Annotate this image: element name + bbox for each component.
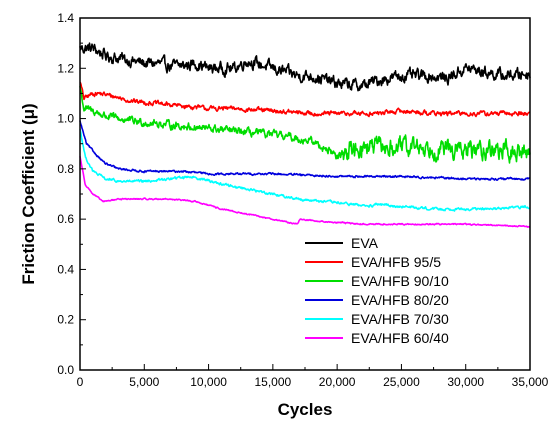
series-line-2	[79, 85, 531, 164]
plot-frame	[79, 17, 531, 371]
y-tick-label: 0.6	[57, 212, 74, 226]
legend-label: EVA/HFB 60/40	[351, 330, 449, 346]
x-tick-label: 5,000	[129, 375, 159, 389]
x-tick-label: 20,000	[319, 375, 356, 389]
legend-label: EVA/HFB 80/20	[351, 292, 449, 308]
ticks-layer: 0 5,000 10,000 15,000 20,000 25,000 30,000 35,0…	[57, 11, 548, 389]
series-line-5	[79, 156, 531, 228]
x-tick-label: 15,000	[255, 375, 292, 389]
series-line-3	[79, 120, 531, 181]
x-tick-label: 10,000	[190, 375, 227, 389]
x-axis-title: Cycles	[278, 400, 333, 419]
series-line-4	[79, 129, 531, 212]
series-line-0	[79, 42, 531, 92]
series-line-1	[79, 81, 531, 118]
legend: EVA EVA/HFB 95/5 EVA/HFB 90/10 EVA/HFB 80/2…	[305, 235, 449, 346]
x-tick-label: 25,000	[383, 375, 420, 389]
y-tick-label: 0.2	[57, 313, 74, 327]
x-tick-label: 30,000	[447, 375, 484, 389]
x-tick-label: 35,000	[512, 375, 549, 389]
legend-label: EVA/HFB 95/5	[351, 254, 441, 270]
y-tick-label: 0.4	[57, 262, 74, 276]
legend-label: EVA/HFB 70/30	[351, 311, 449, 327]
series-layer	[79, 42, 531, 228]
y-axis-title: Friction Coefficient (μ)	[19, 103, 38, 284]
legend-label: EVA	[351, 235, 379, 251]
y-tick-label: 1.2	[57, 61, 74, 75]
legend-label: EVA/HFB 90/10	[351, 273, 449, 289]
x-tick-label: 0	[77, 375, 84, 389]
y-tick-label: 1.0	[57, 112, 74, 126]
y-tick-label: 0.0	[57, 363, 74, 377]
y-tick-label: 1.4	[57, 11, 74, 25]
y-tick-label: 0.8	[57, 162, 74, 176]
